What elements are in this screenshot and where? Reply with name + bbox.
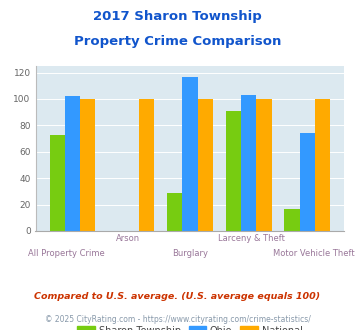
Bar [182, 77, 198, 231]
Bar [300, 133, 315, 231]
Text: Larceny & Theft: Larceny & Theft [218, 234, 285, 243]
Bar [139, 99, 154, 231]
Bar [198, 99, 213, 231]
Text: 2017 Sharon Township: 2017 Sharon Township [93, 10, 262, 23]
Bar [256, 99, 272, 231]
Bar [65, 96, 80, 231]
Bar [241, 95, 256, 231]
Legend: Sharon Township, Ohio, National: Sharon Township, Ohio, National [73, 322, 306, 330]
Bar [284, 209, 300, 231]
Text: All Property Crime: All Property Crime [28, 249, 105, 258]
Bar [226, 111, 241, 231]
Text: Property Crime Comparison: Property Crime Comparison [74, 35, 281, 48]
Bar [80, 99, 95, 231]
Bar [315, 99, 330, 231]
Bar [50, 135, 65, 231]
Text: Burglary: Burglary [172, 249, 208, 258]
Bar [167, 193, 182, 231]
Text: Compared to U.S. average. (U.S. average equals 100): Compared to U.S. average. (U.S. average … [34, 292, 321, 301]
Text: Arson: Arson [116, 234, 140, 243]
Text: Motor Vehicle Theft: Motor Vehicle Theft [273, 249, 354, 258]
Text: © 2025 CityRating.com - https://www.cityrating.com/crime-statistics/: © 2025 CityRating.com - https://www.city… [45, 315, 310, 324]
